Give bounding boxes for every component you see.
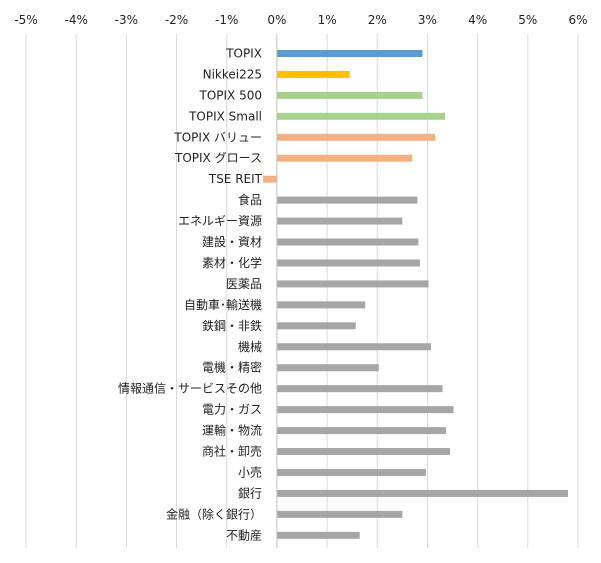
x-tick-label: 1% [318, 13, 337, 27]
category-label: 情報通信・サービスその他 [118, 382, 262, 396]
bar [276, 406, 454, 414]
x-axis-tick-labels: -5% -4% -3% -2% -1% 0% 1% 2% 3% 4% 5% 6% [14, 13, 587, 27]
bar [276, 489, 568, 497]
category-label: 運輸・物流 [202, 423, 262, 438]
category-label: 電力・ガス [202, 403, 262, 417]
x-tick-label: 2% [368, 13, 387, 27]
bar [276, 70, 350, 78]
category-label: 銀行 [238, 486, 262, 500]
bar [276, 468, 426, 476]
category-label: TOPIX Small [188, 109, 262, 123]
category-label: エネルギー資源 [178, 214, 262, 228]
category-label: 鉄鋼・非鉄 [202, 318, 262, 333]
bar [276, 112, 446, 120]
bar [276, 133, 435, 141]
bar [276, 343, 431, 351]
bar [276, 385, 443, 393]
category-labels: TOPIX Nikkei225 TOPIX 500 TOPIX Small TOPIX … [118, 46, 263, 542]
bar [262, 175, 277, 183]
category-label: 商社・卸売 [202, 444, 262, 459]
category-label: TSE REIT [208, 172, 263, 186]
category-label: 金融（除く銀行） [166, 506, 262, 521]
bar [276, 531, 360, 539]
category-label: Nikkei225 [203, 67, 262, 81]
category-label: 小売 [238, 464, 262, 479]
bar [276, 448, 451, 456]
category-label: TOPIX グロース [174, 151, 262, 165]
x-tick-label: 3% [418, 13, 437, 27]
x-tick-label: -2% [165, 13, 188, 27]
bar [276, 49, 423, 57]
category-label: 自動車･輸送機 [184, 297, 262, 312]
bar [276, 196, 418, 204]
bar [276, 217, 403, 225]
category-label: 電機・精密 [202, 360, 262, 375]
category-label: 医薬品 [226, 277, 262, 291]
bar [276, 427, 447, 435]
bar [276, 280, 429, 288]
category-label: 食品 [238, 192, 262, 207]
x-tick-label: -4% [64, 13, 87, 27]
bar [276, 322, 356, 330]
bar [276, 259, 420, 267]
bar [276, 91, 423, 99]
x-tick-label: 6% [568, 13, 587, 27]
bars [262, 49, 568, 539]
bar [276, 301, 366, 309]
category-label: TOPIX [225, 46, 262, 60]
category-label: TOPIX バリュー [173, 130, 262, 144]
bar [276, 364, 379, 372]
bar [276, 238, 419, 246]
category-label: 建設・資材 [202, 234, 262, 249]
category-label: 不動産 [226, 527, 262, 542]
x-tick-label: -3% [115, 13, 138, 27]
x-tick-label: 4% [468, 13, 487, 27]
bar [276, 510, 403, 518]
x-tick-label: 5% [518, 13, 537, 27]
x-tick-label: 0% [267, 13, 286, 27]
category-label: TOPIX 500 [199, 88, 263, 102]
x-tick-label: -5% [14, 13, 37, 27]
category-label: 素材・化学 [202, 255, 262, 270]
category-label: 機械 [238, 339, 262, 354]
x-tick-label: -1% [215, 13, 238, 27]
bar [276, 154, 413, 162]
